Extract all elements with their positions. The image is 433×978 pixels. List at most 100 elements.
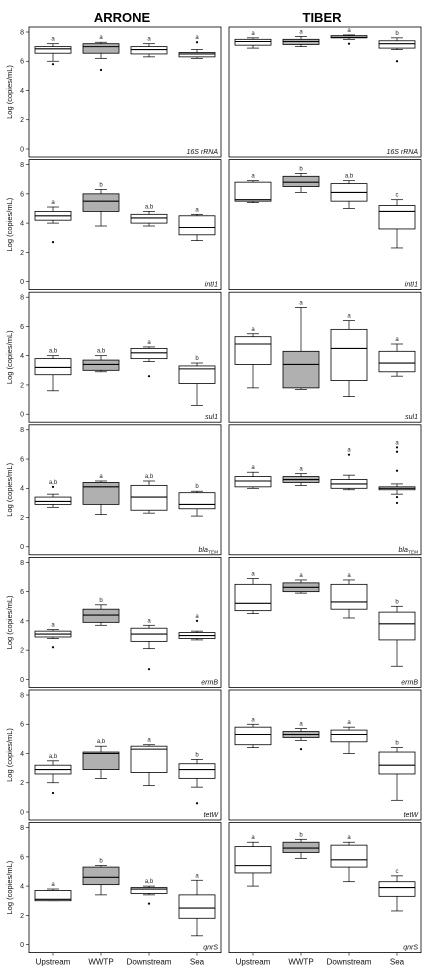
outlier-point (51, 63, 55, 66)
outlier-point (395, 60, 399, 63)
gene-label: intI1 (405, 282, 418, 289)
box-downstream: a (330, 28, 368, 45)
y-tick-label: 8 (20, 825, 24, 832)
box-iqr (178, 215, 216, 236)
gene-label-subscript: TEM (208, 550, 218, 556)
y-axis-label: Log (copies/mL) (5, 462, 14, 516)
significance-letter: a,b (145, 474, 154, 480)
significance-letter: a,b (97, 349, 106, 355)
box-iqr (178, 52, 216, 58)
outlier-point (195, 41, 199, 44)
y-tick-label: 4 (20, 751, 24, 758)
significance-letter: a (347, 835, 351, 841)
box-downstream: a (330, 573, 368, 619)
column-title-tiber: TIBER (303, 10, 343, 25)
box-wwtp: a (282, 300, 320, 390)
box-upstream: a (34, 882, 72, 902)
y-axis-label: Log (copies/mL) (5, 197, 14, 251)
box-iqr (34, 496, 72, 505)
y-tick-label: 6 (20, 456, 24, 463)
panel-frame (28, 424, 222, 556)
significance-letter: a (347, 720, 351, 726)
significance-letter: a (147, 37, 151, 43)
column-title-arrone: ARRONE (94, 10, 151, 25)
significance-letter: a (299, 573, 303, 579)
box-sea: a (378, 337, 416, 377)
y-axis-label: Log (copies/mL) (5, 860, 14, 914)
panel-frame (28, 689, 222, 821)
y-tick-label: 2 (20, 250, 24, 257)
box-wwtp: a (282, 467, 320, 486)
box-upstream: a (234, 31, 272, 49)
box-downstream: a,b (130, 204, 168, 227)
outlier-point (51, 791, 55, 795)
outlier-point (195, 619, 199, 623)
box-sea: a (178, 614, 216, 641)
significance-letter: a (51, 623, 55, 629)
outlier-point (299, 748, 303, 751)
box-iqr (130, 887, 168, 894)
box-upstream: a,b (34, 349, 72, 392)
box-iqr (130, 484, 168, 511)
box-sea: b (378, 31, 416, 63)
y-tick-label: 8 (20, 295, 24, 302)
gene-label: blaTEM (199, 547, 218, 556)
box-sea: c (378, 193, 416, 249)
y-tick-label: 8 (20, 560, 24, 567)
box-iqr (82, 751, 120, 770)
box-iqr (234, 726, 272, 746)
significance-letter: a (51, 882, 55, 888)
box-sea: b (178, 356, 216, 406)
significance-letter: a (299, 467, 303, 473)
y-tick-label: 2 (20, 382, 24, 389)
x-tick-label: Sea (390, 958, 405, 967)
y-tick-label: 0 (20, 279, 24, 286)
significance-letter: b (99, 182, 103, 188)
x-tick-label: Upstream (36, 958, 71, 967)
box-iqr (378, 751, 416, 775)
gene-label: qnrS (403, 945, 418, 952)
significance-letter: a (51, 200, 55, 206)
box-wwtp: a,b (82, 349, 120, 373)
gene-label: ermB (401, 679, 418, 686)
gene-label: tetW (404, 812, 420, 819)
box-upstream: a (234, 465, 272, 489)
box-wwtp: b (282, 166, 320, 193)
box-upstream: a (234, 174, 272, 203)
y-tick-label: 8 (20, 692, 24, 699)
y-tick-label: 6 (20, 854, 24, 861)
box-wwtp: a,b (82, 739, 120, 779)
significance-letter: b (195, 356, 199, 362)
gene-label: sul1 (205, 414, 218, 421)
significance-letter: a (195, 873, 199, 879)
panel-frame (28, 291, 222, 423)
box-iqr (82, 359, 120, 371)
box-iqr (82, 866, 120, 886)
box-iqr (282, 841, 320, 853)
y-tick-label: 6 (20, 191, 24, 198)
box-downstream: a (130, 340, 168, 378)
significance-letter: b (395, 741, 399, 747)
box-iqr (234, 476, 272, 488)
gene-label: qnrS (203, 945, 218, 952)
significance-letter: a (251, 327, 255, 333)
box-upstream: a (34, 200, 72, 244)
outlier-point (147, 375, 151, 378)
significance-letter: a (395, 440, 399, 446)
box-iqr (234, 846, 272, 874)
box-iqr (234, 181, 272, 202)
box-wwtp: b (82, 182, 120, 227)
box-sea: b (378, 599, 416, 667)
box-iqr (378, 205, 416, 230)
outlier-point (395, 450, 399, 453)
outlier-point (195, 802, 199, 805)
box-iqr (330, 729, 368, 743)
y-tick-label: 4 (20, 353, 24, 360)
box-iqr (234, 336, 272, 365)
y-axis-label: Log (copies/mL) (5, 595, 14, 649)
box-upstream: a (234, 571, 272, 614)
box-upstream: a,b (34, 754, 72, 795)
significance-letter: b (395, 31, 399, 37)
box-sea: b (378, 741, 416, 801)
